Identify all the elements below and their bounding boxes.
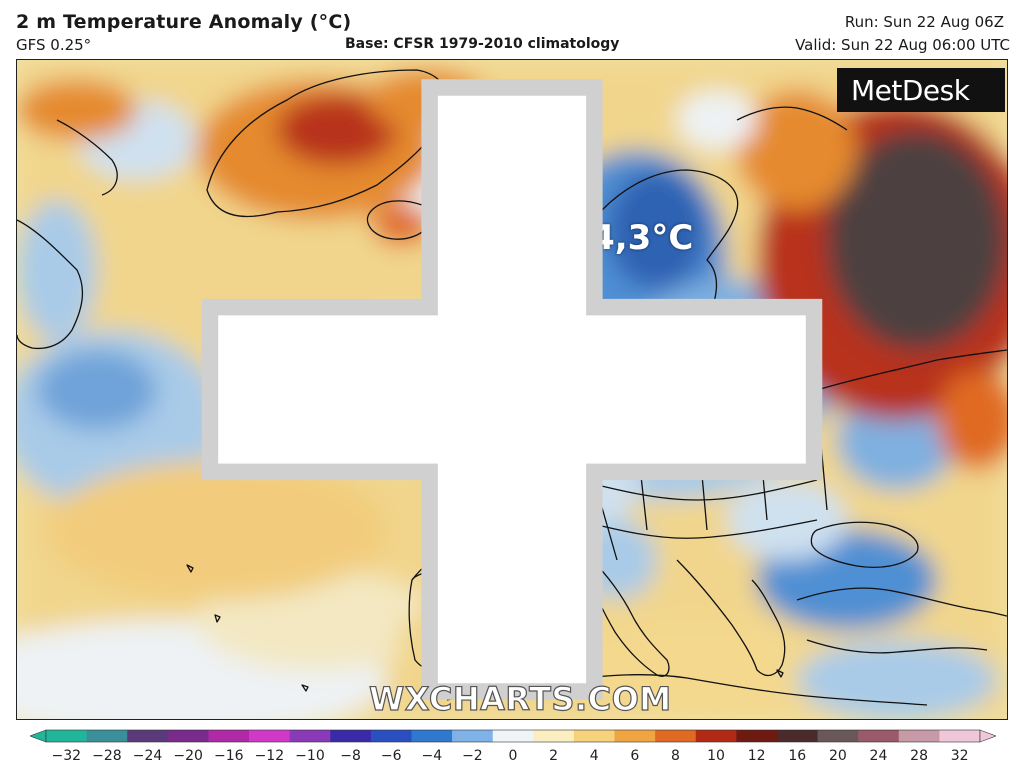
brand-name: MetDesk: [851, 73, 970, 107]
map-area: MetDesk -4,3°C WXCHARTS.COM: [16, 59, 1008, 720]
colorbar-tick-label: 2: [549, 748, 559, 764]
colorbar-tick-label: −4: [421, 748, 443, 764]
colorbar-segment: [898, 730, 940, 742]
colorbar-tick-label: 28: [910, 748, 928, 764]
colorbar-segment: [208, 730, 250, 742]
colorbar-max-arrow: [979, 729, 996, 743]
colorbar-segment: [249, 730, 291, 742]
metdesk-brand: MetDesk: [837, 68, 1005, 112]
colorbar-segment: [452, 730, 494, 742]
colorbar-tick-label: 10: [707, 748, 725, 764]
wxcharts-watermark: WXCHARTS.COM: [368, 679, 672, 718]
colorbar-tick-label: −32: [51, 748, 82, 764]
colorbar-segment: [533, 730, 575, 742]
colorbar-tick-label: 4: [589, 748, 599, 764]
colorbar-segment: [330, 730, 372, 742]
colorbar-segment: [289, 730, 331, 742]
colorbar-segment: [939, 730, 981, 742]
colorbar-tick-label: 24: [869, 748, 888, 764]
colorbar-segment: [370, 730, 412, 742]
colorbar-segment: [695, 730, 737, 742]
colorbar-tick-label: 32: [950, 748, 969, 764]
colorbar-tick-label: −20: [173, 748, 203, 764]
valid-time-label: Valid: Sun 22 Aug 06:00 UTC: [795, 36, 1010, 54]
colorbar-tick-label: −28: [92, 748, 122, 764]
colorbar-legend: −32 −28 −24 −20 −16 −12 −10 −8 −6 −4 −2 0 2 4 6 8 10 12 16…: [30, 726, 996, 782]
colorbar-tick-label: −16: [213, 748, 244, 764]
colorbar-tick-label: 8: [670, 748, 680, 764]
colorbar-tick-label: −6: [380, 748, 402, 764]
colorbar-tick-label: −8: [340, 748, 361, 764]
chart-title: 2 m Temperature Anomaly (°C): [16, 11, 352, 33]
colorbar-segment: [736, 730, 778, 742]
colorbar-tick-label: 16: [788, 748, 807, 764]
colorbar-min-arrow: [30, 729, 47, 743]
colorbar-segment: [492, 730, 534, 742]
colorbar-tick-label: −10: [295, 748, 325, 764]
colorbar-segment: [776, 730, 819, 742]
colorbar-segment: [46, 730, 88, 742]
colorbar-tick-label: −2: [462, 748, 483, 764]
chart-header: 2 m Temperature Anomaly (°C) GFS 0.25° B…: [0, 0, 1024, 58]
run-time-label: Run: Sun 22 Aug 06Z: [844, 13, 1004, 31]
location-cross-icon: [201, 79, 823, 700]
colorbar-tick-label: 12: [747, 748, 766, 764]
model-label: GFS 0.25°: [16, 36, 92, 54]
colorbar-segment: [573, 730, 616, 742]
base-climatology-label: Base: CFSR 1979-2010 climatology: [345, 36, 620, 52]
colorbar-segment: [858, 730, 900, 742]
colorbar-segment: [167, 730, 209, 742]
colorbar-tick-label: −24: [132, 748, 163, 764]
colorbar-tick-label: 20: [828, 748, 847, 764]
colorbar-tick-label: 6: [630, 748, 640, 764]
colorbar-strip: [30, 729, 996, 743]
colorbar-segment: [127, 730, 169, 742]
colorbar-segment: [817, 730, 859, 742]
colorbar-segment: [86, 730, 128, 742]
colorbar-segment: [411, 730, 453, 742]
colorbar-segment: [614, 730, 656, 742]
colorbar-tick-label: 0: [508, 748, 518, 764]
colorbar-tick-label: −12: [254, 748, 285, 764]
colorbar-segment: [655, 730, 697, 742]
